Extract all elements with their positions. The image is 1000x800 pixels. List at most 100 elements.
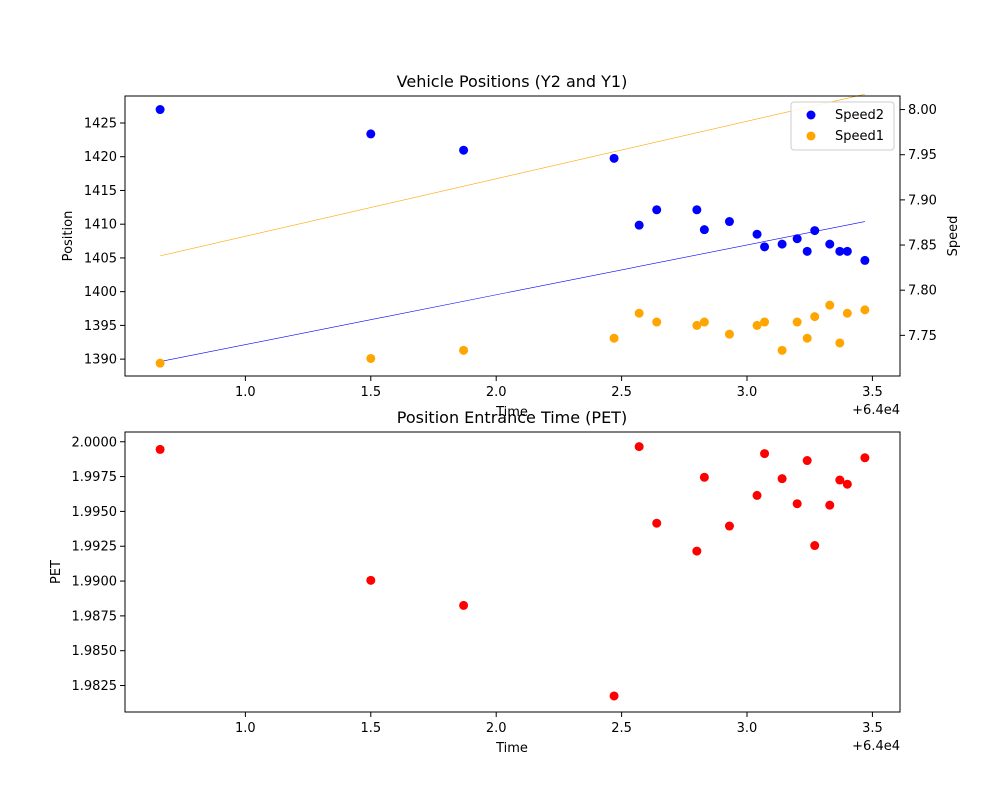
point-speed1 <box>634 308 644 318</box>
y-tick-label: 1.9950 <box>72 505 118 520</box>
y-tick-label: 1.9975 <box>72 470 118 485</box>
y2-tick-label: 7.90 <box>908 193 937 208</box>
point-speed1 <box>835 338 845 348</box>
y-tick-label: 1425 <box>84 116 117 131</box>
point-speed1 <box>609 333 619 343</box>
point-speed2 <box>699 225 709 235</box>
y2-tick-label: 8.00 <box>908 103 937 118</box>
y-tick-label: 1410 <box>84 218 117 233</box>
point-pet <box>609 691 619 701</box>
point-speed1 <box>724 329 734 339</box>
point-pet <box>860 453 870 463</box>
x-tick-label: 2.5 <box>611 385 632 400</box>
point-speed1 <box>860 305 870 315</box>
point-pet <box>842 479 852 489</box>
y2-axis-label: Speed <box>946 216 961 257</box>
trend-line <box>160 221 865 362</box>
y-tick-label: 1.9900 <box>72 575 118 590</box>
point-speed2 <box>777 239 787 249</box>
point-pet <box>777 474 787 484</box>
point-speed2 <box>459 145 469 155</box>
x-tick-label: 1.5 <box>360 721 381 736</box>
point-speed2 <box>760 242 770 252</box>
point-speed1 <box>825 300 835 310</box>
point-pet <box>802 456 812 466</box>
point-speed1 <box>459 345 469 355</box>
chart-title: Position Entrance Time (PET) <box>397 408 627 427</box>
y-axis-label: Position <box>61 211 76 262</box>
x-tick-label: 2.0 <box>486 385 507 400</box>
vehicle-positions-chart: Vehicle Positions (Y2 and Y1) 1.0 1.5 2.0 2… <box>61 72 961 420</box>
y2-tick-label: 7.80 <box>908 284 937 299</box>
point-speed1 <box>652 317 662 327</box>
pet-chart: Position Entrance Time (PET) 1.0 1.5 2.0 2.… <box>49 408 901 756</box>
x-tick-label: 3.5 <box>862 721 883 736</box>
point-pet <box>634 442 644 452</box>
x-offset-label: +6.4e4 <box>852 739 900 754</box>
x-axis-label: Time <box>495 405 528 420</box>
point-pet <box>155 444 165 454</box>
point-speed2 <box>155 105 165 115</box>
point-pet <box>792 499 802 509</box>
x-tick-label: 3.0 <box>737 385 758 400</box>
point-speed2 <box>792 234 802 244</box>
point-pet <box>699 472 709 482</box>
point-speed1 <box>842 308 852 318</box>
x-tick-label: 3.0 <box>737 721 758 736</box>
y2-tick-label: 7.85 <box>908 239 937 254</box>
point-pet <box>825 500 835 510</box>
point-speed2 <box>366 129 376 139</box>
point-speed2 <box>825 239 835 249</box>
y-tick-label: 1.9925 <box>72 540 118 555</box>
y2-tick-label: 7.95 <box>908 148 937 163</box>
y-tick-label: 1.9875 <box>72 609 118 624</box>
point-pet <box>692 546 702 556</box>
point-pet <box>459 600 469 610</box>
point-speed1 <box>760 317 770 327</box>
point-speed2 <box>835 246 845 256</box>
x-tick-label: 1.0 <box>235 385 256 400</box>
point-pet <box>835 475 845 485</box>
point-speed1 <box>802 333 812 343</box>
x-tick-label: 1.5 <box>360 385 381 400</box>
point-pet <box>366 575 376 585</box>
x-axis-label: Time <box>495 741 528 756</box>
y-tick-label: 1405 <box>84 251 117 266</box>
point-speed1 <box>692 320 702 330</box>
point-pet <box>760 449 770 459</box>
point-speed2 <box>842 246 852 256</box>
legend-label-speed1: Speed1 <box>835 129 884 144</box>
x-offset-label: +6.4e4 <box>852 403 900 418</box>
point-speed1 <box>777 345 787 355</box>
y-tick-label: 2.0000 <box>72 435 118 450</box>
point-speed1 <box>810 312 820 322</box>
point-speed2 <box>609 153 619 163</box>
point-speed2 <box>860 255 870 265</box>
point-speed2 <box>810 226 820 236</box>
point-speed2 <box>652 205 662 215</box>
point-speed1 <box>366 353 376 363</box>
y-tick-label: 1415 <box>84 184 117 199</box>
point-pet <box>752 490 762 500</box>
legend-marker-speed1 <box>806 131 816 141</box>
point-speed2 <box>752 229 762 239</box>
x-tick-label: 2.5 <box>611 721 632 736</box>
point-pet <box>724 521 734 531</box>
point-speed1 <box>752 320 762 330</box>
point-speed1 <box>699 317 709 327</box>
x-tick-label: 3.5 <box>862 385 883 400</box>
x-tick-label: 2.0 <box>486 721 507 736</box>
legend-marker-speed2 <box>806 110 816 120</box>
y-tick-label: 1.9850 <box>72 644 118 659</box>
y2-tick-label: 7.75 <box>908 329 937 344</box>
legend-box <box>790 101 895 151</box>
y-tick-label: 1400 <box>84 285 117 300</box>
plot-frame <box>124 95 901 377</box>
point-pet <box>810 541 820 551</box>
y-tick-label: 1395 <box>84 319 117 334</box>
plot-frame <box>124 431 901 713</box>
legend: Speed2 Speed1 <box>790 101 895 151</box>
point-speed2 <box>802 246 812 256</box>
y-tick-label: 1420 <box>84 150 117 165</box>
